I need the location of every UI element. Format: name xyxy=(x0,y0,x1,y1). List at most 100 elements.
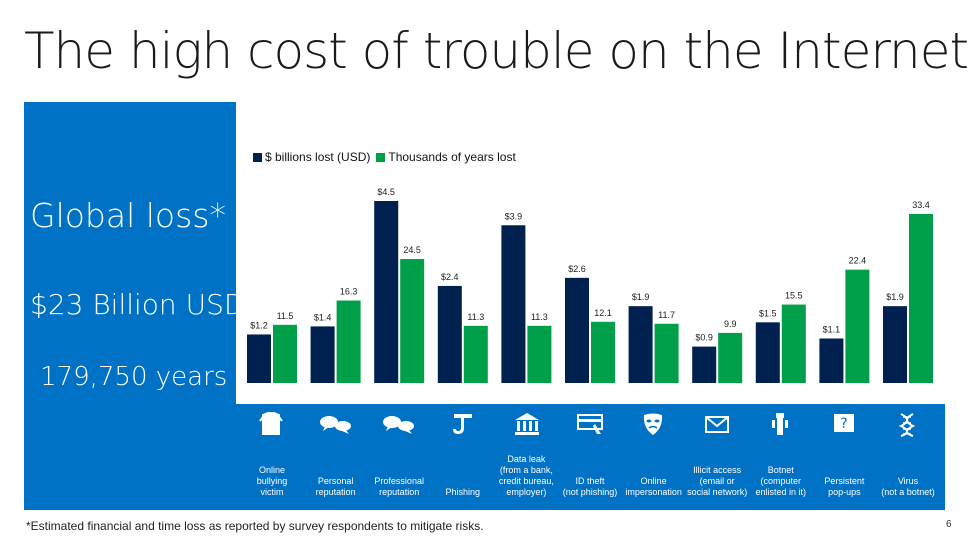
category-icon-wrap xyxy=(559,406,621,510)
category-label-line: reputation xyxy=(379,487,420,497)
data-label-dollars: $1.2 xyxy=(250,320,268,330)
summary-panel xyxy=(24,102,236,510)
bar-years xyxy=(718,332,743,383)
shirt-icon xyxy=(259,412,283,435)
category-icon-wrap xyxy=(305,406,367,510)
category-icon-wrap xyxy=(750,406,812,510)
bar-dollars xyxy=(755,322,780,383)
bar-years xyxy=(527,325,552,383)
envelope-icon xyxy=(705,416,730,433)
data-label-dollars: $1.5 xyxy=(759,308,777,318)
page-title: The high cost of trouble on the Internet xyxy=(24,22,969,80)
bar-years xyxy=(463,325,488,383)
category-label-line: credit bureau, xyxy=(498,476,554,486)
category-label-line: employer) xyxy=(506,487,547,497)
category-label-line: bullying xyxy=(256,476,288,486)
category-label: Botnet (computer enlisted in it) xyxy=(736,465,826,498)
years-total: 179,750 years xyxy=(40,362,228,392)
bar-years xyxy=(273,324,297,383)
data-label-dollars: $3.9 xyxy=(505,211,523,221)
data-label-years: 33.4 xyxy=(912,200,930,210)
dollars-total: $23 Billion USD xyxy=(30,288,246,321)
bar-dollars xyxy=(565,277,589,383)
mask-icon xyxy=(643,413,662,435)
bar-years xyxy=(591,321,615,383)
category-label-line: social network) xyxy=(687,487,748,497)
category-label: Professional reputation xyxy=(354,476,444,498)
category-label: Illicit access (email or social network) xyxy=(672,465,762,498)
category-label-line: pop-ups xyxy=(828,487,861,497)
category-icon-wrap xyxy=(495,406,557,510)
category-label-line: Professional xyxy=(374,476,424,486)
bar-dollars xyxy=(501,225,526,383)
bar-dollars xyxy=(628,306,653,383)
dna-icon xyxy=(898,413,916,437)
category-label-line: (email or xyxy=(699,476,735,486)
category-label-line: Personal xyxy=(317,476,354,486)
data-label-dollars: $0.9 xyxy=(695,333,713,343)
bar-years xyxy=(654,323,679,383)
data-label-dollars: $1.4 xyxy=(314,312,332,322)
bar-dollars xyxy=(883,306,907,383)
category-label-line: Data leak xyxy=(507,454,546,464)
category-label: ID theft (not phishing) xyxy=(545,476,635,498)
category-label: Data leak (from a bank, credit bureau, empl… xyxy=(481,454,571,498)
category-label: Online bullying victim xyxy=(227,465,317,498)
speech-bubbles-icon xyxy=(319,416,351,434)
bar-dollars xyxy=(247,334,271,383)
category-label-line: Online xyxy=(640,476,667,486)
category-label-line: (from a bank, xyxy=(499,465,553,475)
category-label: Online impersonation xyxy=(609,476,699,498)
bar-dollars xyxy=(310,326,335,383)
bar-dollars xyxy=(437,285,462,383)
data-label-dollars: $2.4 xyxy=(441,272,459,282)
data-label-dollars: $4.5 xyxy=(377,187,395,197)
global-loss-heading: Global loss* xyxy=(30,196,227,235)
category-label-line: reputation xyxy=(315,487,356,497)
credit-card-icon xyxy=(577,414,603,434)
svg-text:?: ? xyxy=(841,416,848,432)
data-label-dollars: $1.9 xyxy=(632,292,650,302)
legend-swatch-navy xyxy=(253,152,262,162)
data-label-years: 9.9 xyxy=(724,319,737,329)
data-label-years: 11.3 xyxy=(531,312,548,322)
data-label-dollars: $1.9 xyxy=(886,292,904,302)
bar-years xyxy=(845,269,870,383)
category-label-line: (computer xyxy=(760,476,802,486)
category-label-line: Persistent xyxy=(824,476,865,486)
data-label-years: 16.3 xyxy=(340,287,358,297)
data-label-years: 11.5 xyxy=(277,311,294,321)
category-label-line: Botnet xyxy=(767,465,794,475)
category-icon-wrap xyxy=(623,406,685,510)
category-icon-wrap xyxy=(686,406,748,510)
bar-years xyxy=(336,300,361,383)
category-icon-wrap xyxy=(368,406,430,510)
category-label-line: ID theft xyxy=(575,476,605,486)
category-label-line: (not a botnet) xyxy=(881,487,935,497)
bar-dollars xyxy=(819,338,844,383)
bar-dollars xyxy=(374,201,399,383)
category-label: Persistent pop-ups xyxy=(799,476,889,498)
legend-swatch-green xyxy=(376,152,386,162)
data-label-years: 22.4 xyxy=(849,256,867,266)
data-label-years: 24.5 xyxy=(403,245,421,255)
data-label-years: 11.3 xyxy=(467,312,484,322)
speech-bubbles-icon xyxy=(383,416,415,434)
data-label-years: 12.1 xyxy=(594,308,612,318)
category-icon-wrap: ? xyxy=(813,406,875,510)
legend-item-years: Thousands of years lost xyxy=(376,150,516,164)
legend-label-years: Thousands of years lost xyxy=(388,150,516,164)
chart-legend: $ billions lost (USD) Thousands of years… xyxy=(253,150,522,164)
data-label-dollars: $1.1 xyxy=(823,325,841,335)
category-icon-wrap xyxy=(432,406,494,510)
category-label-line: Virus xyxy=(897,476,919,486)
data-label-years: 11.7 xyxy=(658,310,675,320)
category-label-line: Illicit access xyxy=(693,465,742,475)
category-label: Personal reputation xyxy=(291,476,381,498)
bar-years xyxy=(400,259,425,383)
footnote: *Estimated financial and time loss as re… xyxy=(26,519,484,533)
legend-label-dollars: $ billions lost (USD) xyxy=(265,150,371,164)
fishhook-icon xyxy=(452,414,472,434)
category-label-line: Phishing xyxy=(445,487,481,497)
data-label-dollars: $2.6 xyxy=(568,264,586,274)
